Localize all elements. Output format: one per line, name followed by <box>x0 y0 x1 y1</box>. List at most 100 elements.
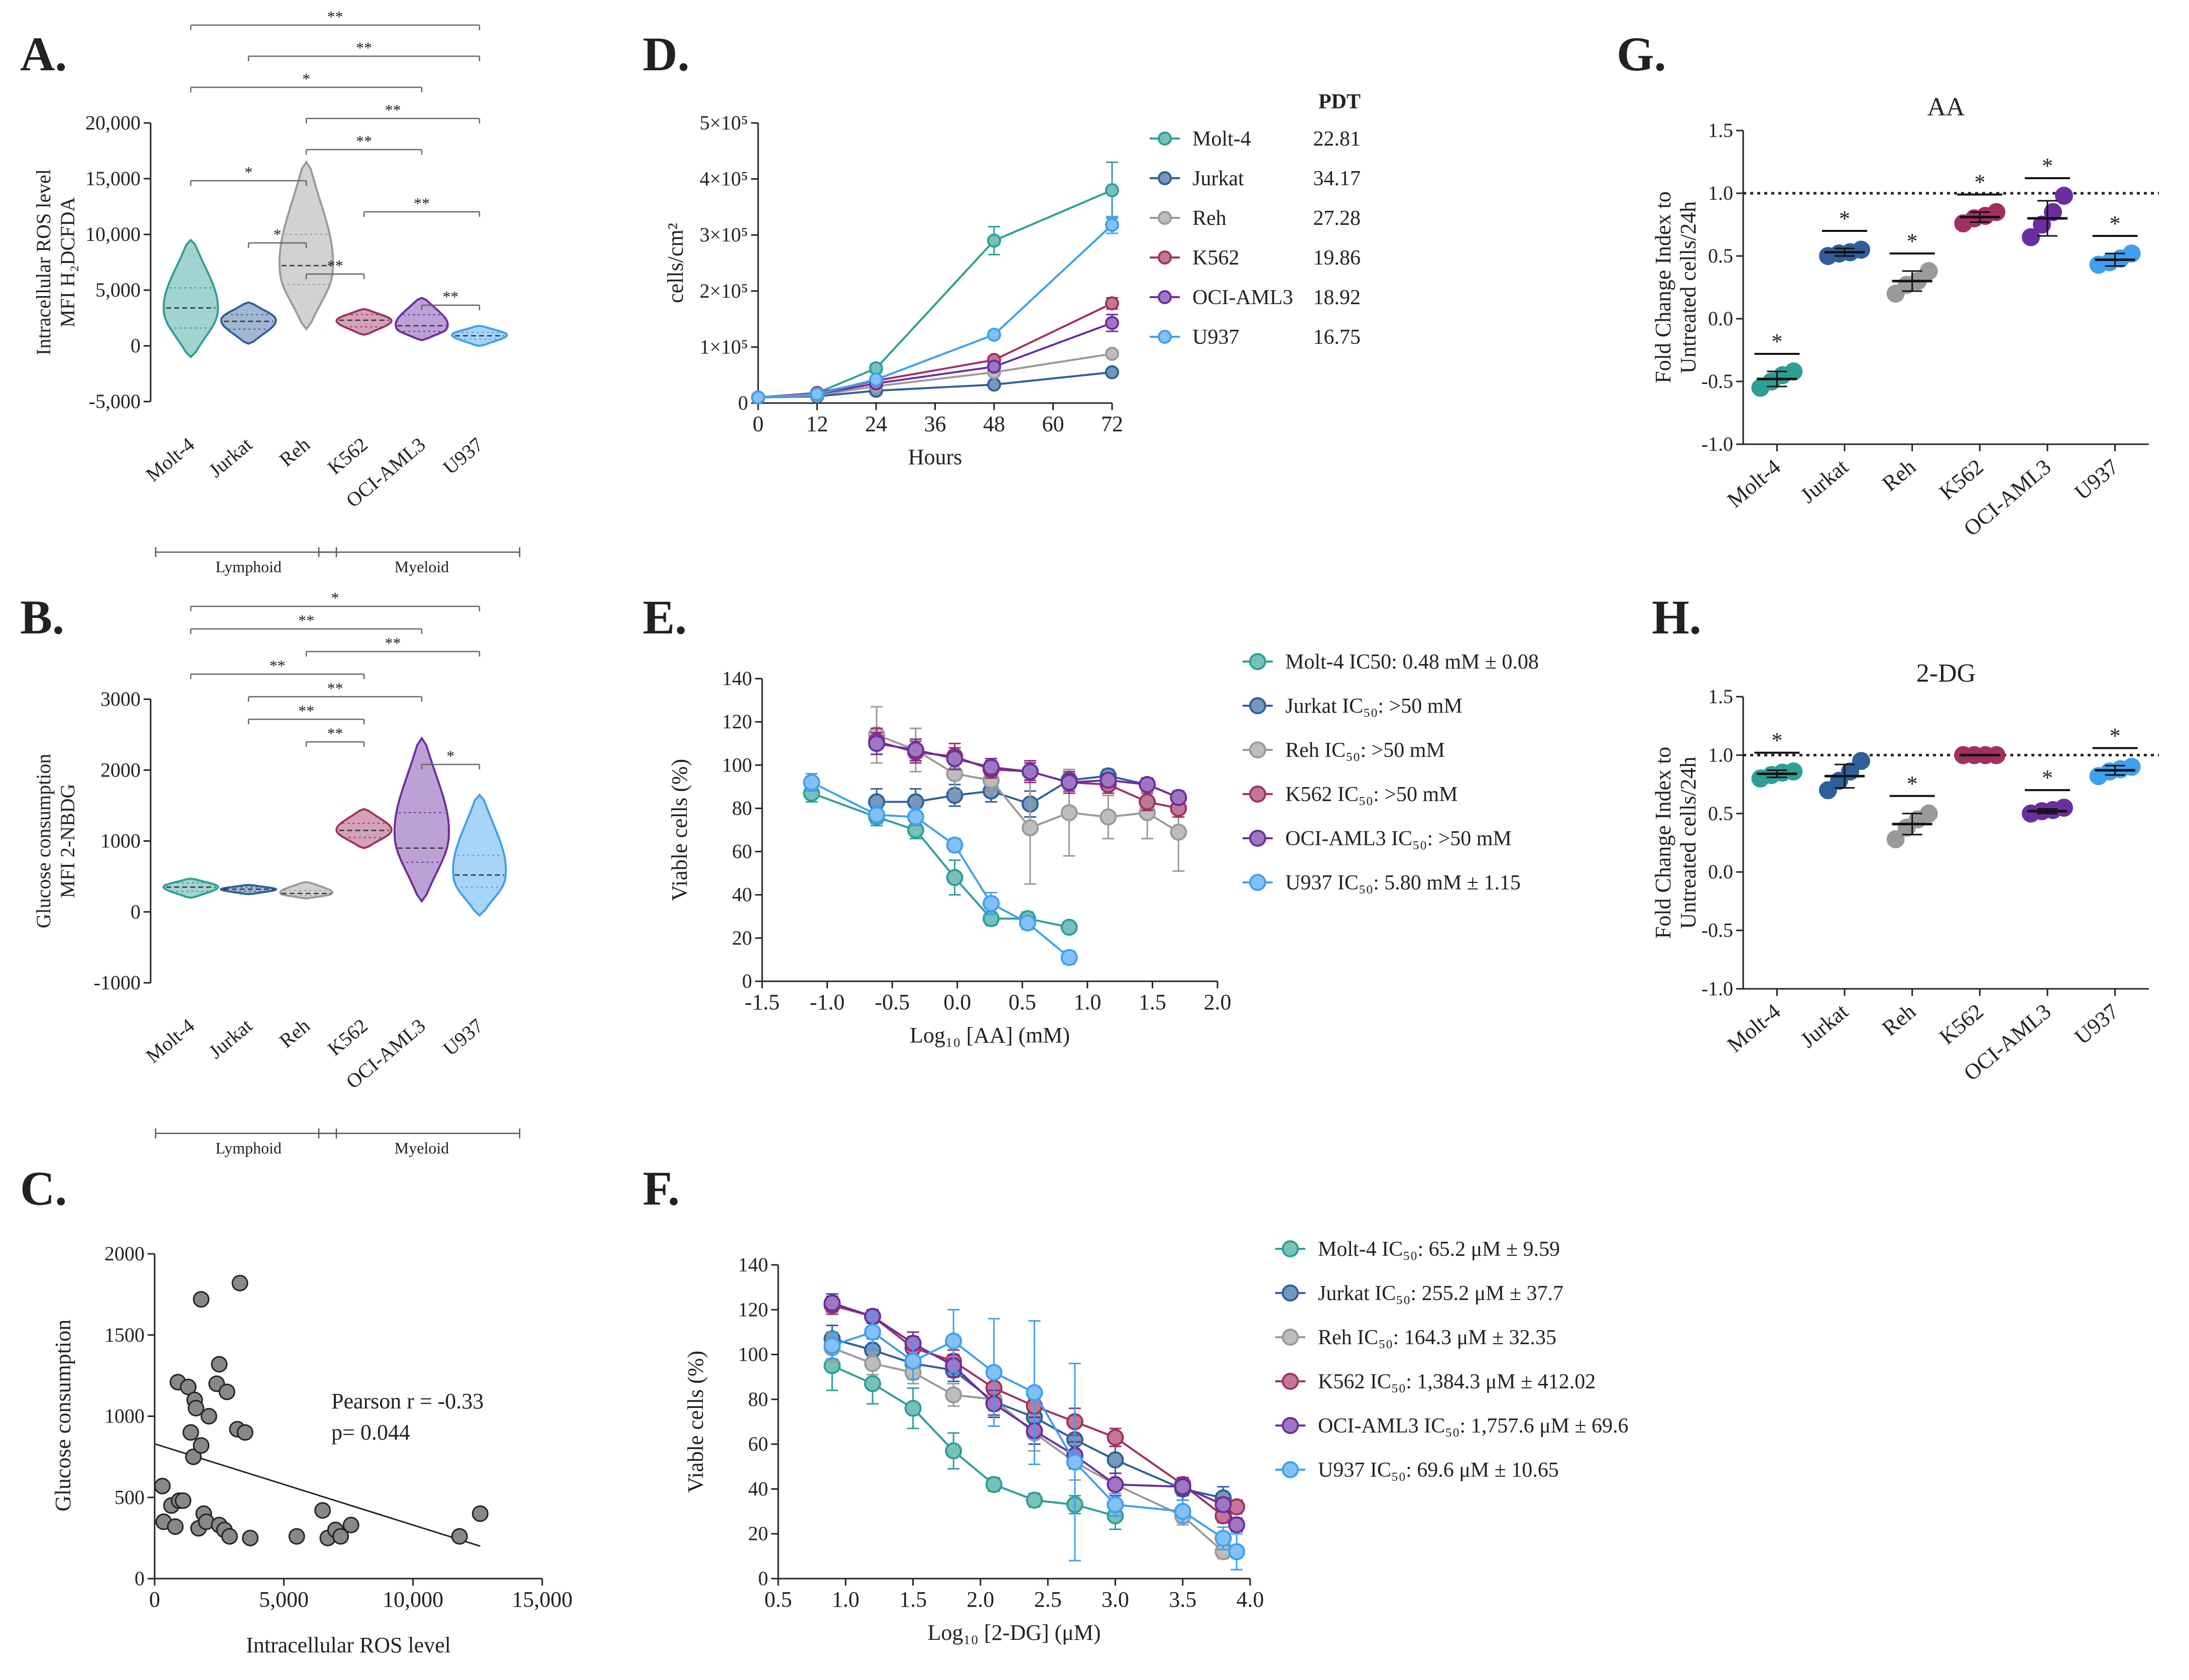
y-axis-title: MFI 2-NBDG <box>56 784 79 898</box>
legend-marker <box>1158 132 1172 146</box>
y-axis-title: Intracellular ROS level <box>32 169 55 355</box>
x-tick-label: Molt-4 <box>142 1014 199 1067</box>
data-point <box>1100 808 1117 826</box>
data-point <box>1886 830 1905 849</box>
data-point <box>1026 1491 1043 1509</box>
y-tick-label: 0 <box>738 392 748 414</box>
violin-molt-4 <box>162 238 219 359</box>
legend-label: K562 <box>1192 246 1239 270</box>
legend-label: Molt-4 IC₅₀: 65.2 μM ± 9.59 <box>1318 1238 1560 1261</box>
chart-b: -1000 0 1000 2000 3000 Glucose consumption MFI… <box>32 589 521 1157</box>
panel-label: H. <box>1652 590 1701 644</box>
data-point <box>751 390 765 405</box>
data-point <box>803 773 820 791</box>
legend-label: Reh <box>1192 207 1227 230</box>
data-point <box>1170 789 1187 806</box>
chart-title: 2-DG <box>1916 659 1976 688</box>
legend-label: K562 IC₅₀: >50 mM <box>1285 783 1458 806</box>
legend-marker <box>1158 250 1172 265</box>
data-point <box>193 1291 210 1308</box>
y-tick-label: 100 <box>738 1343 768 1366</box>
panel-label: G. <box>1617 27 1666 81</box>
group-label: Lymphoid <box>215 1139 282 1157</box>
legend-label: U937 IC₅₀: 69.6 μM ± 10.65 <box>1318 1459 1559 1482</box>
significance-label: ** <box>327 724 343 742</box>
y-tick-label: -0.5 <box>1701 370 1733 393</box>
legend-marker <box>1282 1329 1299 1346</box>
data-point <box>231 1274 249 1291</box>
data-point <box>869 372 883 387</box>
significance-label: ** <box>327 679 343 697</box>
x-tick-label: 1.5 <box>899 1587 927 1612</box>
x-tick-label: 15,000 <box>512 1587 573 1612</box>
x-tick-label: Molt-4 <box>1723 454 1785 512</box>
y-tick-label: 20 <box>732 927 752 949</box>
data-point <box>1919 804 1938 823</box>
series-line-3 <box>758 302 1113 399</box>
significance-label: * <box>447 747 455 765</box>
y-axis-title: Glucose consumption <box>32 754 55 929</box>
significance-label: * <box>2042 154 2053 178</box>
x-tick-label: 1.0 <box>1073 990 1101 1014</box>
chart-h: -1.0 -0.5 0.0 0.5 1.0 1.5 2-DG Fold Change Inde… <box>1651 659 2159 1086</box>
data-point <box>946 869 963 886</box>
y-axis-title: Untreated cells/24h <box>1676 756 1700 929</box>
data-point <box>868 806 886 824</box>
x-tick-label: Reh <box>1877 454 1920 496</box>
data-point <box>1105 218 1119 232</box>
y-tick-label: 0 <box>135 1567 145 1590</box>
data-point <box>2044 203 2062 221</box>
y-tick-label: 0 <box>131 334 141 357</box>
y-tick-label: 1×10⁵ <box>699 335 748 358</box>
y-tick-label: -1000 <box>94 971 141 994</box>
panel-label: D. <box>643 27 689 81</box>
data-point <box>946 750 963 767</box>
legend-pdt: 19.86 <box>1313 246 1361 270</box>
x-tick-label: 36 <box>924 412 946 436</box>
data-point <box>1784 362 1803 380</box>
significance-label: ** <box>414 194 430 212</box>
y-tick-label: 3×10⁵ <box>699 223 748 246</box>
data-point <box>1105 183 1119 197</box>
significance-label: * <box>1907 229 1918 253</box>
y-tick-label: -1.0 <box>1701 977 1733 1000</box>
data-point <box>471 1505 489 1522</box>
data-point <box>1139 776 1156 794</box>
y-tick-label: 0.0 <box>1708 860 1733 883</box>
y-tick-label: -0.5 <box>1701 919 1733 942</box>
violin-oci-aml3 <box>395 297 449 342</box>
y-tick-label: 500 <box>114 1486 145 1508</box>
legend-marker <box>1249 653 1266 670</box>
chart-g: -1.0 -0.5 0.0 0.5 1.0 1.5 AA Fold Change Index … <box>1651 93 2159 541</box>
legend-marker <box>1282 1417 1299 1434</box>
data-point <box>1228 1543 1246 1561</box>
y-axis-title: MFI H₂DCFDA <box>56 197 79 328</box>
y-tick-label: 0.0 <box>1708 307 1733 330</box>
significance-label: ** <box>270 657 286 675</box>
legend-marker <box>1249 697 1266 714</box>
chart-title: AA <box>1927 93 1965 121</box>
data-point <box>1060 804 1078 822</box>
y-axis-title: cells/cm² <box>663 223 688 303</box>
x-tick-label: 0 <box>149 1587 160 1612</box>
y-tick-label: 1.0 <box>1708 182 1733 204</box>
data-point <box>1105 296 1119 311</box>
data-point <box>1107 1496 1124 1513</box>
data-point <box>218 1383 235 1400</box>
data-point <box>907 793 924 811</box>
x-tick-label: 48 <box>983 412 1005 436</box>
significance-label: * <box>245 163 253 181</box>
data-point <box>2022 228 2040 246</box>
y-tick-label: 20,000 <box>85 111 141 134</box>
data-point <box>1026 1384 1043 1401</box>
y-axis-title: Viable cells (%) <box>667 759 692 901</box>
legend-marker <box>1249 741 1266 758</box>
data-point <box>946 836 963 854</box>
data-point <box>987 359 1001 374</box>
x-tick-label: 3.0 <box>1102 1587 1129 1612</box>
data-point <box>2055 799 2073 817</box>
y-axis-title: Fold Change Index to <box>1651 747 1675 939</box>
significance-label: * <box>1771 329 1782 354</box>
data-point <box>904 1399 922 1417</box>
y-axis-title: Glucose consumption <box>51 1320 75 1512</box>
